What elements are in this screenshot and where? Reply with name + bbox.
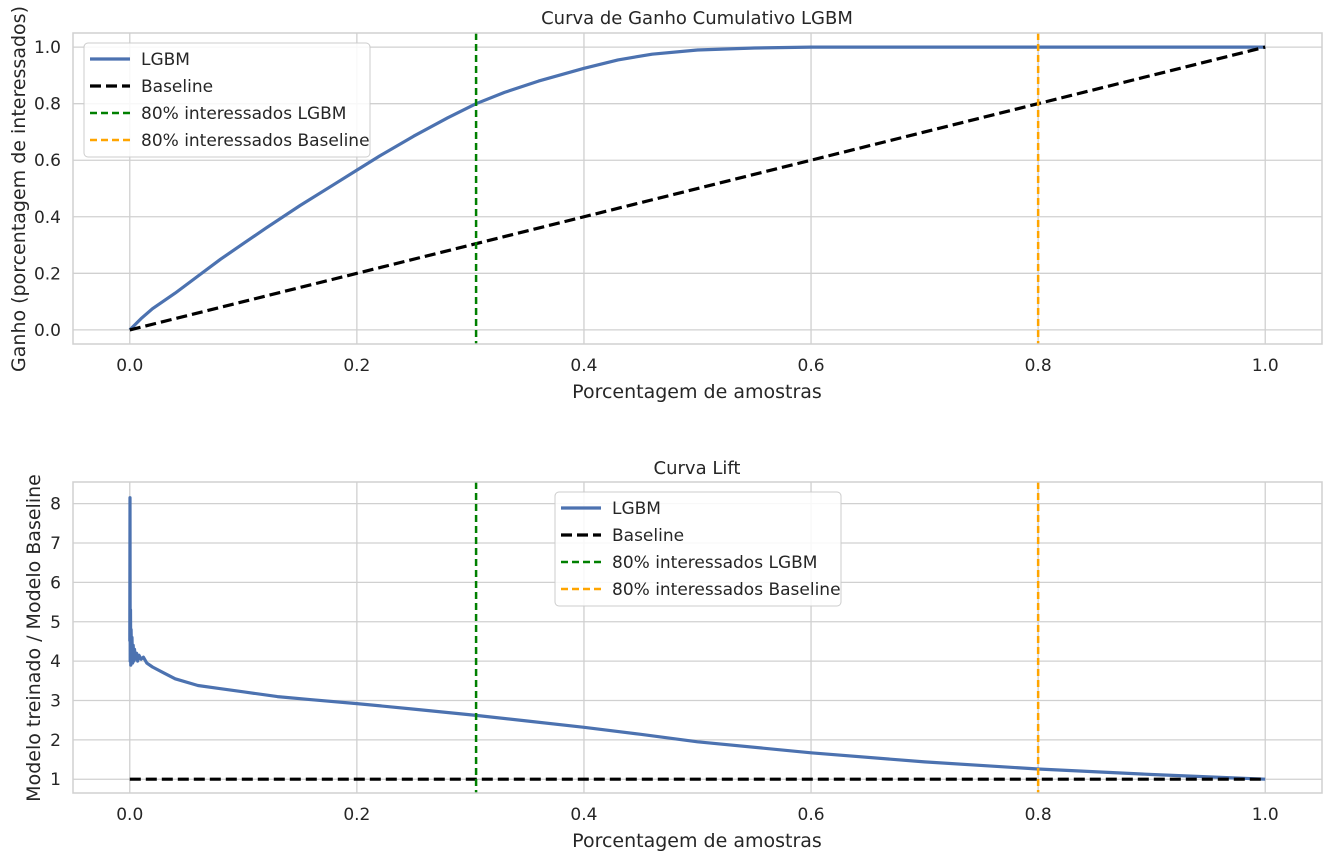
y-tick-label: 0.2 <box>34 264 61 284</box>
x-tick-label: 0.4 <box>570 356 597 376</box>
chart-title: Curva Lift <box>654 458 741 479</box>
chart-title: Curva de Ganho Cumulativo LGBM <box>541 8 853 29</box>
y-tick-label: 0.4 <box>34 208 61 228</box>
series-layer <box>128 482 1266 793</box>
x-tick-label: 1.0 <box>1252 356 1279 376</box>
legend-label: Baseline <box>141 77 213 97</box>
y-tick-label: 7 <box>50 534 61 554</box>
legend-box <box>554 491 842 607</box>
baseline-series-line <box>129 45 1266 332</box>
y-tick-label: 5 <box>50 613 61 633</box>
x-tick-label: 0.0 <box>116 805 143 825</box>
legend-label: 80% interessados LGBM <box>141 104 346 124</box>
legend-label: 80% interessados Baseline <box>612 580 841 600</box>
x-tick-label: 0.6 <box>798 356 825 376</box>
y-tick-label: 4 <box>50 652 61 672</box>
lift-chart: Curva Lift 0.0 0.2 0.4 0.6 0.8 1.0 1 2 3 4 5 6 7 8 Po… <box>23 458 1323 852</box>
x-tick-label: 0.0 <box>116 356 143 376</box>
y-tick-label: 0.6 <box>34 151 61 171</box>
x-tick-label: 0.8 <box>1025 805 1052 825</box>
legend-label: 80% interessados Baseline <box>141 131 370 151</box>
x-tick-label: 0.4 <box>570 805 597 825</box>
y-axis-label: Ganho (porcentagem de interessados) <box>8 6 30 372</box>
legend-box <box>83 42 371 158</box>
x-axis-label: Porcentagem de amostras <box>572 381 822 403</box>
y-axis-label: Modelo treinado / Modelo Baseline <box>23 474 45 802</box>
tick-labels: 0.0 0.2 0.4 0.6 0.8 1.0 1 2 3 4 5 6 7 8 <box>50 495 1279 825</box>
series-layer <box>128 33 1266 344</box>
x-tick-label: 0.8 <box>1025 356 1052 376</box>
y-tick-label: 3 <box>50 691 61 711</box>
lgbm-series-line <box>128 45 1266 332</box>
legend-label: LGBM <box>141 50 190 70</box>
lgbm-series-line <box>128 496 1266 781</box>
x-axis-label: Porcentagem de amostras <box>572 830 822 852</box>
y-tick-label: 2 <box>50 731 61 751</box>
gain-chart: Curva de Ganho Cumulativo LGBM 0.0 0.2 0.4… <box>8 6 1323 403</box>
y-tick-label: 6 <box>50 573 61 593</box>
legend: LGBM Baseline 80% interessados LGBM 80% int… <box>83 42 371 158</box>
x-tick-label: 0.2 <box>343 805 370 825</box>
x-tick-label: 0.6 <box>798 805 825 825</box>
legend-label: 80% interessados LGBM <box>612 553 817 573</box>
plot-frame <box>72 481 1323 794</box>
y-tick-label: 8 <box>50 495 61 515</box>
legend-label: Baseline <box>612 526 684 546</box>
y-tick-label: 1 <box>50 770 61 790</box>
y-tick-label: 1.0 <box>34 38 61 58</box>
tick-labels: 0.0 0.2 0.4 0.6 0.8 1.0 0.0 0.2 0.4 0.6 0.8 1.0 <box>34 38 1279 376</box>
y-tick-label: 0.8 <box>34 95 61 115</box>
x-tick-label: 1.0 <box>1252 805 1279 825</box>
plot-frame <box>72 32 1323 345</box>
legend-label: LGBM <box>612 499 661 519</box>
y-tick-label: 0.0 <box>34 321 61 341</box>
x-tick-label: 0.2 <box>343 356 370 376</box>
legend: LGBM Baseline 80% interessados LGBM 80% int… <box>554 491 842 607</box>
